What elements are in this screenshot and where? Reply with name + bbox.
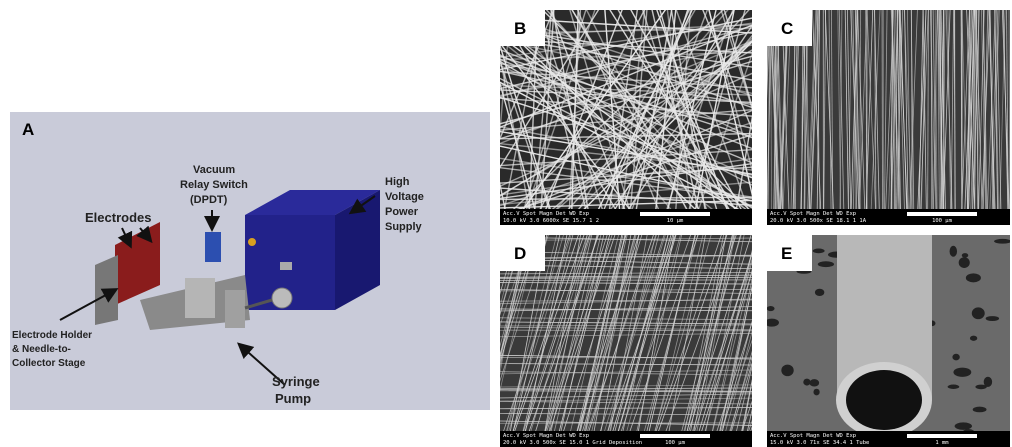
fiber: [882, 5, 883, 230]
pore: [959, 257, 970, 268]
pore: [767, 306, 775, 311]
info-text: 15.0 kV 3.0 71x SE 34.4 1 Tube: [770, 440, 869, 446]
scale-bar: [907, 434, 977, 438]
annotation: Pump: [275, 391, 311, 406]
pore: [952, 354, 959, 361]
info-text: 20.0 kV 3.0 500x SE 15.0 1 Grid Depositi…: [503, 440, 642, 446]
scale-bar: [907, 212, 977, 216]
info-text: Acc.V Spot Magn Det WD Exp: [770, 433, 856, 439]
annotation: (DPDT): [190, 194, 228, 206]
panel-e: E Acc.V Spot Magn Det WD Exp15.0 kV 3.0 7…: [765, 230, 1011, 447]
tube-opening: [846, 370, 922, 430]
info-text: 20.0 kV 3.0 500x SE 18.1 1 1A: [770, 218, 867, 224]
annotation: Syringe: [272, 374, 320, 389]
pore: [953, 368, 971, 377]
pore: [781, 365, 793, 377]
relay-switch: [205, 232, 221, 262]
figure: A Electrodes Vacuum Relay Switch (DPDT) …: [0, 0, 1012, 447]
annotation: High: [385, 176, 410, 188]
panel-label: C: [781, 19, 793, 38]
panel-c: C Acc.V Spot Magn Det WD Exp20.0 kV 3.0 5…: [759, 5, 1010, 230]
annotation: Electrode Holder: [12, 330, 92, 341]
info-text: Acc.V Spot Magn Det WD Exp: [503, 433, 589, 439]
panel-label: D: [514, 244, 526, 263]
panel-label: A: [22, 120, 34, 139]
pore: [966, 273, 981, 282]
annotation: Relay Switch: [180, 179, 248, 191]
fiber: [753, 0, 761, 235]
pore: [765, 319, 779, 327]
pore: [950, 246, 957, 257]
cube-knob: [248, 238, 256, 246]
cube-port: [280, 262, 292, 270]
pore: [813, 389, 819, 396]
annotation: & Needle-to-: [12, 344, 71, 355]
panel-label: B: [514, 19, 526, 38]
scale-label: 100 µm: [932, 218, 953, 224]
annotation: Supply: [385, 221, 423, 233]
pump-block: [225, 290, 245, 328]
scale-label: 100 µm: [665, 440, 686, 446]
pore: [984, 377, 992, 387]
annotation: Vacuum: [193, 164, 235, 176]
annotation: Voltage: [385, 191, 424, 203]
pore: [803, 379, 810, 386]
pore: [955, 422, 972, 429]
pore: [986, 316, 999, 321]
pore: [970, 336, 977, 341]
annotation: Power: [385, 206, 419, 218]
pore: [809, 379, 819, 386]
pore: [972, 307, 985, 319]
pore: [962, 253, 968, 258]
panel-a: A Electrodes Vacuum Relay Switch (DPDT) …: [10, 112, 490, 410]
scale-label: 10 µm: [667, 218, 684, 224]
annotation: Electrodes: [85, 210, 151, 225]
pore: [973, 407, 987, 413]
panel-b: B Acc.V Spot Magn Det WD Exp10.0 kV 3.0 6…: [450, 0, 801, 235]
scale-bar: [640, 434, 710, 438]
annotation: Collector Stage: [12, 358, 86, 369]
info-text: 10.0 kV 3.0 6000x SE 15.7 1 2: [503, 218, 599, 224]
pore: [813, 249, 825, 254]
scale-label: 1 mm: [935, 440, 949, 446]
pore: [818, 261, 834, 267]
panel-label: E: [781, 244, 792, 263]
info-text: Acc.V Spot Magn Det WD Exp: [503, 211, 589, 217]
pump-block: [185, 278, 215, 318]
info-text: Acc.V Spot Magn Det WD Exp: [770, 211, 856, 217]
pore: [948, 385, 960, 389]
syringe-cap: [272, 288, 292, 308]
pore: [815, 289, 824, 296]
scale-bar: [640, 212, 710, 216]
pore: [994, 239, 1011, 244]
